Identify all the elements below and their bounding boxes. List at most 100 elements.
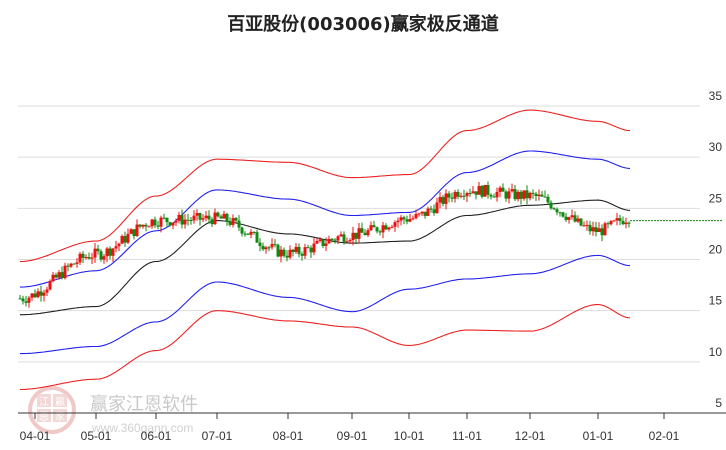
candle [384,225,388,230]
candle [420,211,424,214]
y-tick-label: 5 [715,396,722,410]
candle [339,234,343,237]
candle [585,224,589,226]
candle [123,235,127,243]
candle [75,262,79,264]
candle [105,248,109,257]
candle [537,194,541,197]
candle [363,232,367,236]
candle [132,229,136,237]
candle [66,265,70,267]
candle [267,247,271,249]
candle [429,208,433,210]
candle [612,220,616,222]
candle [324,243,328,247]
candle [186,219,190,221]
candle [216,212,220,217]
candle [201,218,205,220]
candle [453,191,457,199]
candle [549,202,553,209]
candle [597,228,601,233]
candle [129,229,133,234]
candle [108,248,112,256]
band-upper_inner [20,150,631,288]
candle [495,191,499,198]
band-upper_outer [20,109,631,263]
candle [423,211,427,216]
seal-char: 赢 [55,395,65,408]
candle [486,185,490,195]
candle [54,274,58,278]
candle [483,185,487,197]
candle [462,195,466,197]
candle [300,253,304,256]
candle [438,197,442,203]
candle [621,220,625,225]
candle [63,265,67,279]
candle [480,185,484,197]
seal-icon [28,386,76,434]
candle [579,218,583,226]
candle [399,217,403,221]
candle [564,216,568,220]
candle [528,192,532,199]
x-tick-label: 06-01 [141,429,172,443]
candle [153,219,157,226]
candle [231,218,235,225]
candle [189,220,193,222]
candle [111,248,115,256]
candle [357,228,361,239]
candle [474,191,478,195]
candle [498,187,502,192]
candle [366,230,370,236]
candle [444,193,448,204]
candle [582,225,586,227]
candle [627,222,631,224]
candle [237,220,241,228]
candle [207,215,211,220]
candlesticks [18,181,631,308]
seal-char: 恩 [39,411,49,423]
candle [468,193,472,195]
candle [411,218,415,220]
y-tick-label: 25 [709,191,723,205]
candle [519,191,523,199]
candle [27,297,31,303]
candle [387,227,391,230]
candle [594,227,598,233]
x-tick-label: 05-01 [81,429,112,443]
channel-bands [19,109,631,391]
candle [432,209,436,214]
candle [381,225,385,233]
candle [378,231,382,233]
x-tick-label: 04-01 [20,429,51,443]
candle [492,196,496,198]
candle [252,231,256,233]
candle [165,217,169,223]
candle [435,202,439,214]
candle [414,213,418,219]
candle [396,220,400,223]
candle [264,247,268,250]
candle [318,239,322,241]
candle [21,298,25,302]
candle [552,208,556,210]
candle [459,195,463,197]
candle [126,233,130,243]
candle [345,241,349,243]
candle [330,238,334,240]
candle [561,212,565,217]
candle [276,244,280,257]
candle [303,247,307,256]
y-tick-label: 20 [709,243,723,257]
candle [504,191,508,199]
candle [402,217,406,220]
candle [375,227,379,232]
candle [525,190,529,199]
candle [81,253,85,258]
candle [168,222,172,226]
candle [174,220,178,223]
candle [297,246,301,254]
candle [270,244,274,248]
candle [30,293,34,298]
